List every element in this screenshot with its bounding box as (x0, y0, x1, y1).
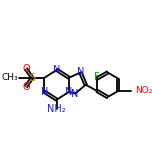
Text: N: N (41, 87, 48, 97)
Text: NH₂: NH₂ (47, 104, 66, 114)
Text: F: F (94, 72, 100, 82)
Text: N: N (71, 88, 79, 98)
Text: S: S (29, 73, 35, 83)
Text: CH₃: CH₃ (2, 73, 18, 82)
Text: O: O (22, 81, 30, 92)
Text: N: N (77, 67, 84, 78)
Text: O: O (22, 64, 30, 74)
Text: NO₂: NO₂ (135, 86, 152, 95)
Text: N: N (65, 87, 73, 97)
Text: N: N (53, 65, 60, 75)
